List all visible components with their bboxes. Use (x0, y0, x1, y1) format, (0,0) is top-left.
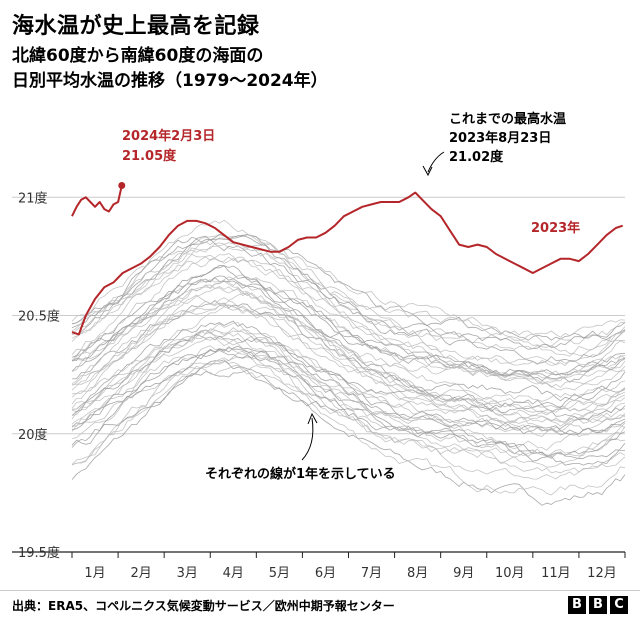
background-year-line (71, 219, 626, 357)
chart-subtitle: 北緯60度から南緯60度の海面の 日別平均水温の推移（1979〜2024年） (12, 44, 612, 94)
bbc-logo: B B C (568, 596, 628, 614)
annotation-record-value: 21.02度 (449, 149, 504, 165)
subtitle-line-1: 北緯60度から南緯60度の海面の (12, 46, 264, 66)
annotation-2024-value: 21.05度 (122, 148, 177, 164)
background-year-line (71, 300, 626, 417)
x-tick-label: 10月 (495, 566, 525, 581)
background-year-line (71, 336, 626, 459)
x-tick-label: 5月 (269, 566, 290, 581)
y-tick-label: 21度 (18, 190, 48, 206)
record-2024-dot (118, 181, 126, 189)
sea-temperature-chart: 21度 20.5度 20度 19.5度 1月 2月 3月 4月 5月 6月 7月 8月 9月 10月 11… (12, 111, 626, 581)
annotation-record-title: これまでの最高水温 (449, 111, 566, 127)
highlight-year-lines (71, 181, 624, 336)
series-2024-line (71, 185, 123, 217)
annotation-record-arrow (427, 151, 445, 173)
background-year-line (71, 233, 626, 341)
x-tick-label: 2月 (130, 566, 151, 581)
background-year-line (71, 242, 626, 367)
x-tick-label: 7月 (361, 566, 382, 581)
y-tick-label: 20度 (18, 427, 48, 443)
x-tick-label: 9月 (453, 566, 474, 581)
y-tick-label: 20.5度 (18, 309, 60, 325)
background-year-line (71, 320, 626, 436)
y-tick-label: 19.5度 (18, 545, 60, 561)
bbc-logo-letter-2: B (589, 596, 607, 614)
x-tick-label: 3月 (177, 566, 198, 581)
background-year-line (71, 322, 626, 458)
background-year-line (71, 264, 626, 382)
background-year-line (71, 349, 626, 466)
annotation-note-arrow (301, 417, 314, 461)
chart-title: 海水温が史上最高を記録 (12, 14, 260, 39)
annotation-each-line-note: それぞれの線が1年を示している (205, 466, 396, 482)
background-year-line (71, 274, 626, 391)
background-year-line (71, 242, 626, 338)
x-tick-label: 4月 (223, 566, 244, 581)
footer-divider (0, 590, 640, 591)
background-year-line (71, 299, 626, 402)
x-axis: 1月 2月 3月 4月 5月 6月 7月 8月 9月 10月 11月 12月 (71, 552, 626, 581)
annotation-2023-label: 2023年 (531, 220, 580, 236)
background-year-line (71, 265, 626, 377)
background-year-line (71, 369, 626, 506)
x-tick-label: 8月 (407, 566, 428, 581)
x-tick-label: 11月 (541, 566, 571, 581)
background-year-line (71, 253, 626, 384)
annotation-record-arrowhead (422, 165, 433, 177)
background-year-line (71, 347, 626, 459)
background-year-line (71, 329, 626, 437)
background-year-line (71, 359, 626, 462)
background-year-line (71, 352, 626, 480)
background-year-line (71, 327, 626, 424)
bbc-logo-letter-1: B (568, 596, 586, 614)
x-tick-label: 12月 (587, 566, 617, 581)
background-year-line (71, 345, 626, 451)
y-axis-ticks: 21度 20.5度 20度 19.5度 (18, 190, 60, 561)
background-year-line (71, 256, 626, 389)
background-year-line (71, 253, 626, 356)
x-tick-label: 6月 (315, 566, 336, 581)
background-year-line (71, 329, 626, 427)
background-year-line (71, 292, 626, 402)
series-2023-line (71, 191, 624, 336)
annotation-note-arrowhead (307, 412, 318, 425)
background-year-line (71, 360, 626, 496)
annotation-2024-date: 2024年2月3日 (122, 128, 215, 144)
background-year-line (71, 275, 626, 410)
background-year-lines (71, 219, 626, 506)
bbc-logo-letter-3: C (610, 596, 628, 614)
annotations: 2024年2月3日 21.05度 これまでの最高水温 2023年8月23日 21.02度… (122, 111, 580, 482)
x-tick-label: 1月 (84, 566, 105, 581)
background-year-line (71, 345, 626, 436)
background-year-line (71, 333, 626, 421)
source-text: 出典：ERA5、コペルニクス気候変動サービス／欧州中期予報センター (12, 599, 395, 613)
annotation-record-date: 2023年8月23日 (449, 130, 551, 146)
subtitle-line-2: 日別平均水温の推移（1979〜2024年） (12, 71, 328, 91)
background-year-line (71, 300, 626, 412)
